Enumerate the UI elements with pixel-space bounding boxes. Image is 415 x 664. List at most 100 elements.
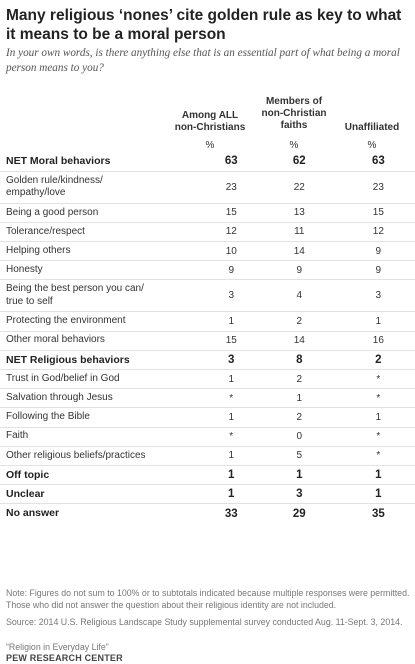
table-row: Being the best person you can/true to se… — [0, 279, 415, 312]
row-value: 16 — [341, 330, 415, 351]
chart-subtitle: In your own words, is there anything els… — [6, 47, 400, 74]
column-header-3: Unaffiliated — [334, 122, 410, 134]
row-value: 9 — [341, 260, 415, 280]
row-value: 1 — [205, 445, 257, 466]
row-label: Being a good person — [0, 202, 206, 223]
row-value: 29 — [256, 503, 342, 523]
row-label: Protecting the environment — [0, 311, 206, 332]
column-header-line: non-Christian — [261, 108, 327, 119]
column-header-1: Among ALL non-Christians — [158, 110, 262, 134]
table-row: Other religious beliefs/practices 1 5 * — [0, 445, 415, 466]
row-value: 3 — [205, 349, 257, 370]
table-row: Helping others 10 14 9 — [0, 241, 415, 261]
table-row: Faith * 0 * — [0, 426, 415, 447]
table-row: Trust in God/belief in God 1 2 * — [0, 368, 415, 389]
column-header-2: Members of non-Christian faiths — [250, 96, 338, 132]
table-row: Tolerance/respect 12 11 12 — [0, 221, 415, 242]
row-value: 9 — [205, 260, 257, 280]
data-table: NET Moral behaviors 63 62 63 Golden rule/kin… — [0, 152, 415, 523]
row-value: 1 — [341, 407, 415, 428]
table-row: Salvation through Jesus * 1 * — [0, 388, 415, 408]
table-row: NET Moral behaviors 63 62 63 — [0, 152, 415, 171]
row-value: 1 — [205, 464, 257, 485]
row-value: 3 — [205, 279, 257, 312]
row-label: Salvation through Jesus — [0, 388, 206, 408]
column-unit-label: % — [289, 140, 299, 151]
row-label: Being the best person you can/true to se… — [0, 279, 206, 312]
row-value: 15 — [341, 202, 415, 223]
row-label: Other moral behaviors — [0, 330, 206, 351]
row-value: 5 — [256, 445, 342, 466]
row-label: Helping others — [0, 241, 206, 261]
row-value: 13 — [256, 202, 342, 223]
row-value: 23 — [205, 170, 257, 204]
source-note: Source: 2014 U.S. Religious Landscape St… — [6, 617, 403, 627]
column-header-line: Unaffiliated — [344, 122, 400, 133]
table-row: Golden rule/kindness/empathy/love 23 22 23 — [0, 170, 415, 204]
table-row: Unclear 1 3 1 — [0, 484, 415, 504]
row-value: * — [341, 388, 415, 408]
table-row: Other moral behaviors 15 14 16 — [0, 330, 415, 351]
report-title: “Religion in Everyday Life” — [6, 642, 109, 652]
table-row: NET Religious behaviors 3 8 2 — [0, 349, 415, 370]
row-value: * — [205, 388, 257, 408]
row-value: 14 — [256, 330, 342, 351]
column-unit-label: % — [205, 140, 215, 151]
row-value: 1 — [341, 484, 415, 504]
row-value: 63 — [371, 155, 385, 168]
row-value: 2 — [256, 407, 342, 428]
table-row: No answer 33 29 35 — [0, 503, 415, 523]
row-value: 12 — [341, 221, 415, 242]
organization-name: PEW RESEARCH CENTER — [6, 653, 123, 663]
row-label: Honesty — [0, 260, 206, 280]
row-label: Trust in God/belief in God — [0, 368, 206, 389]
row-label: NET Religious behaviors — [0, 349, 206, 370]
row-value: 23 — [341, 170, 415, 204]
row-value: 4 — [256, 279, 342, 312]
column-header-line: Among ALL — [181, 110, 239, 121]
row-value: 1 — [256, 464, 342, 485]
row-value: 0 — [256, 426, 342, 447]
row-value: 1 — [205, 311, 257, 332]
row-value: 1 — [205, 407, 257, 428]
column-header-line: Members of — [265, 96, 323, 107]
row-label: No answer — [0, 503, 206, 523]
column-header-line: non-Christians — [174, 122, 246, 133]
row-value: 8 — [256, 349, 342, 370]
row-value: 15 — [205, 330, 257, 351]
chart-title: Many religious ‘nones’ cite golden rule … — [6, 7, 402, 43]
row-value: 3 — [341, 279, 415, 312]
row-value: 3 — [256, 484, 342, 504]
row-value: 1 — [205, 484, 257, 504]
row-value: * — [341, 445, 415, 466]
row-value: 1 — [256, 388, 342, 408]
row-value: 1 — [205, 368, 257, 389]
row-label: Faith — [0, 426, 206, 447]
table-row: Honesty 9 9 9 — [0, 260, 415, 280]
row-value: 22 — [256, 170, 342, 204]
row-value: * — [205, 426, 257, 447]
row-value: 63 — [224, 155, 238, 168]
row-label: Unclear — [0, 484, 206, 504]
table-row: Protecting the environment 1 2 1 — [0, 311, 415, 332]
row-value: 33 — [205, 503, 257, 523]
row-value: 11 — [256, 221, 342, 242]
row-value: 2 — [256, 368, 342, 389]
row-label: Other religious beliefs/practices — [0, 445, 206, 466]
row-value: 2 — [341, 349, 415, 370]
footnote: Note: Figures do not sum to 100% or to s… — [6, 588, 410, 610]
row-value: 10 — [205, 241, 257, 261]
column-unit-label: % — [367, 140, 377, 151]
row-value: 14 — [256, 241, 342, 261]
row-value: 9 — [341, 241, 415, 261]
row-value: 15 — [205, 202, 257, 223]
row-label: Golden rule/kindness/empathy/love — [0, 170, 206, 204]
row-label: Off topic — [0, 464, 206, 485]
table-row: Following the Bible 1 2 1 — [0, 407, 415, 428]
table-row: Off topic 1 1 1 — [0, 464, 415, 485]
row-label: Tolerance/respect — [0, 221, 206, 242]
row-value: 1 — [341, 464, 415, 485]
row-value: 35 — [341, 503, 415, 523]
row-value: * — [341, 426, 415, 447]
column-header-line: faiths — [280, 120, 308, 131]
